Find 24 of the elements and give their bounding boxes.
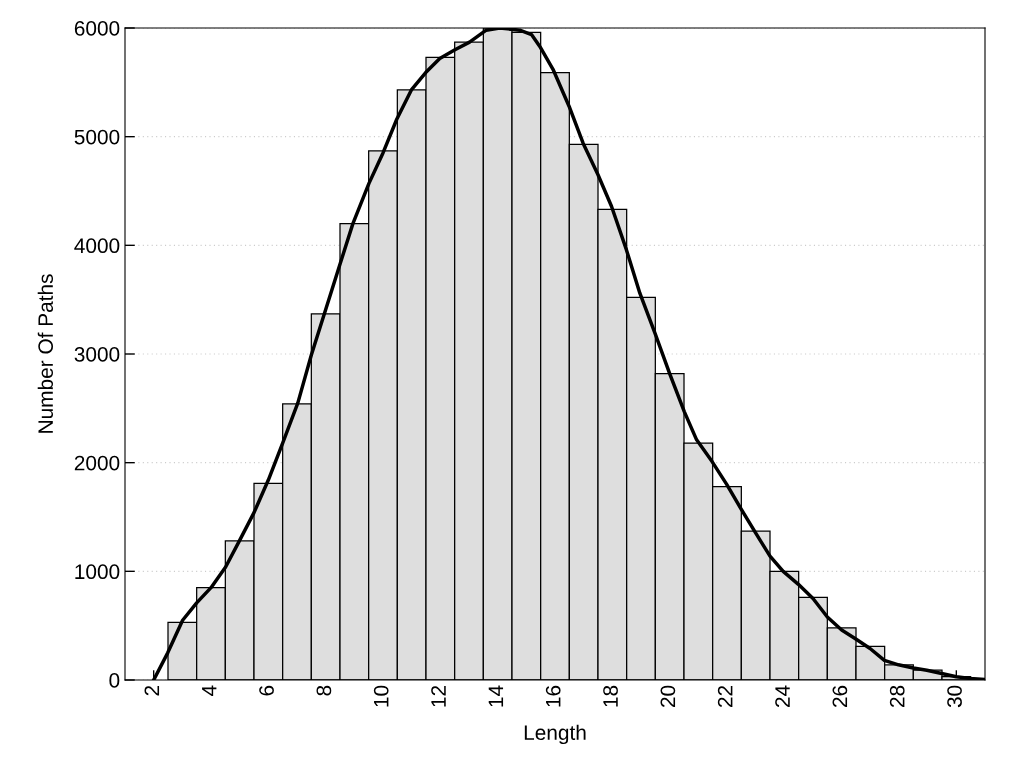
x-tick-label: 4 bbox=[202, 685, 217, 696]
y-axis-title: Number Of Paths bbox=[37, 274, 54, 433]
x-axis-title: Length bbox=[524, 724, 586, 745]
x-tick-label: 26 bbox=[832, 685, 848, 707]
y-tick-label: 4000 bbox=[74, 238, 120, 254]
x-tick-label: 24 bbox=[775, 685, 790, 707]
y-tick-label: 5000 bbox=[74, 129, 120, 145]
x-tick-label: 18 bbox=[603, 685, 618, 707]
x-tick-label: 22 bbox=[717, 685, 733, 707]
y-tick-label: 3000 bbox=[74, 347, 120, 362]
x-tick-label: 30 bbox=[947, 685, 962, 708]
x-tick-label: 14 bbox=[488, 685, 504, 707]
y-tick-label: 0 bbox=[109, 673, 120, 688]
x-tick-label: 28 bbox=[889, 685, 905, 707]
y-tick-label: 1000 bbox=[75, 564, 120, 580]
x-tick-label: 20 bbox=[660, 685, 676, 707]
y-tick-label: 6000 bbox=[74, 21, 120, 36]
x-tick-label: 16 bbox=[545, 685, 561, 707]
x-tick-label: 12 bbox=[431, 685, 446, 707]
x-tick-label: 2 bbox=[144, 685, 160, 696]
y-tick-label: 2000 bbox=[74, 455, 120, 471]
x-tick-label: 6 bbox=[259, 685, 274, 696]
x-tick-label: 8 bbox=[316, 685, 332, 696]
x-tick-label: 10 bbox=[373, 685, 389, 707]
